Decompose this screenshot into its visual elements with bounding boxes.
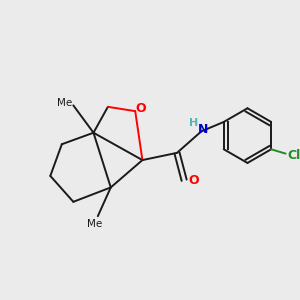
- Text: H: H: [189, 118, 198, 128]
- Text: Cl: Cl: [287, 148, 300, 161]
- Text: N: N: [198, 123, 208, 136]
- Text: Me: Me: [56, 98, 72, 107]
- Text: O: O: [135, 102, 146, 115]
- Text: Me: Me: [87, 219, 103, 229]
- Text: O: O: [188, 174, 199, 187]
